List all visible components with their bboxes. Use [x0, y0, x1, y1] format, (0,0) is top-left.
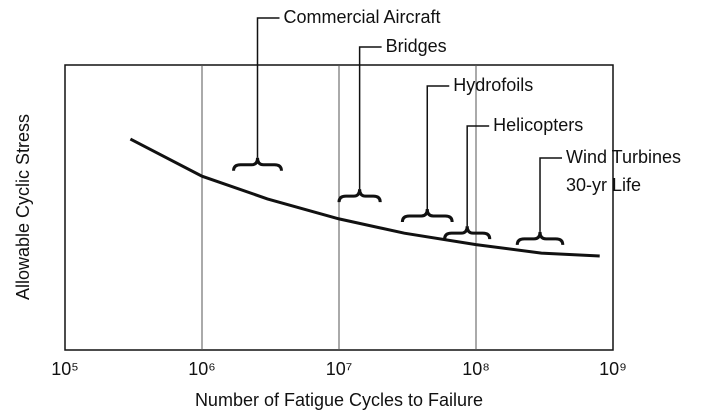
curve — [129, 137, 600, 258]
x-tick-label: 10⁶ — [188, 359, 215, 379]
leader-line — [358, 46, 382, 190]
leader-line — [426, 85, 450, 210]
bracket — [400, 208, 454, 223]
bracket-label: Hydrofoils — [453, 75, 533, 95]
bracket-label: Helicopters — [493, 115, 583, 135]
bracket-label: 30-yr Life — [566, 175, 641, 195]
bracket — [337, 189, 382, 203]
x-tick-label: 10⁵ — [51, 359, 78, 379]
bracket — [443, 226, 492, 240]
bracket — [232, 157, 283, 171]
x-tick-label: 10⁹ — [599, 359, 627, 379]
y-axis-label: Allowable Cyclic Stress — [13, 114, 33, 300]
x-axis-label: Number of Fatigue Cycles to Failure — [195, 390, 483, 410]
leader-line — [539, 157, 563, 232]
leader-line — [256, 17, 280, 158]
bracket-label: Wind Turbines — [566, 147, 681, 167]
x-tick-label: 10⁷ — [326, 359, 353, 379]
x-tick-label: 10⁸ — [462, 359, 490, 379]
leader-line — [466, 125, 490, 227]
bracket-label: Commercial Aircraft — [284, 7, 441, 27]
bracket — [515, 231, 565, 245]
bracket-label: Bridges — [386, 36, 447, 56]
